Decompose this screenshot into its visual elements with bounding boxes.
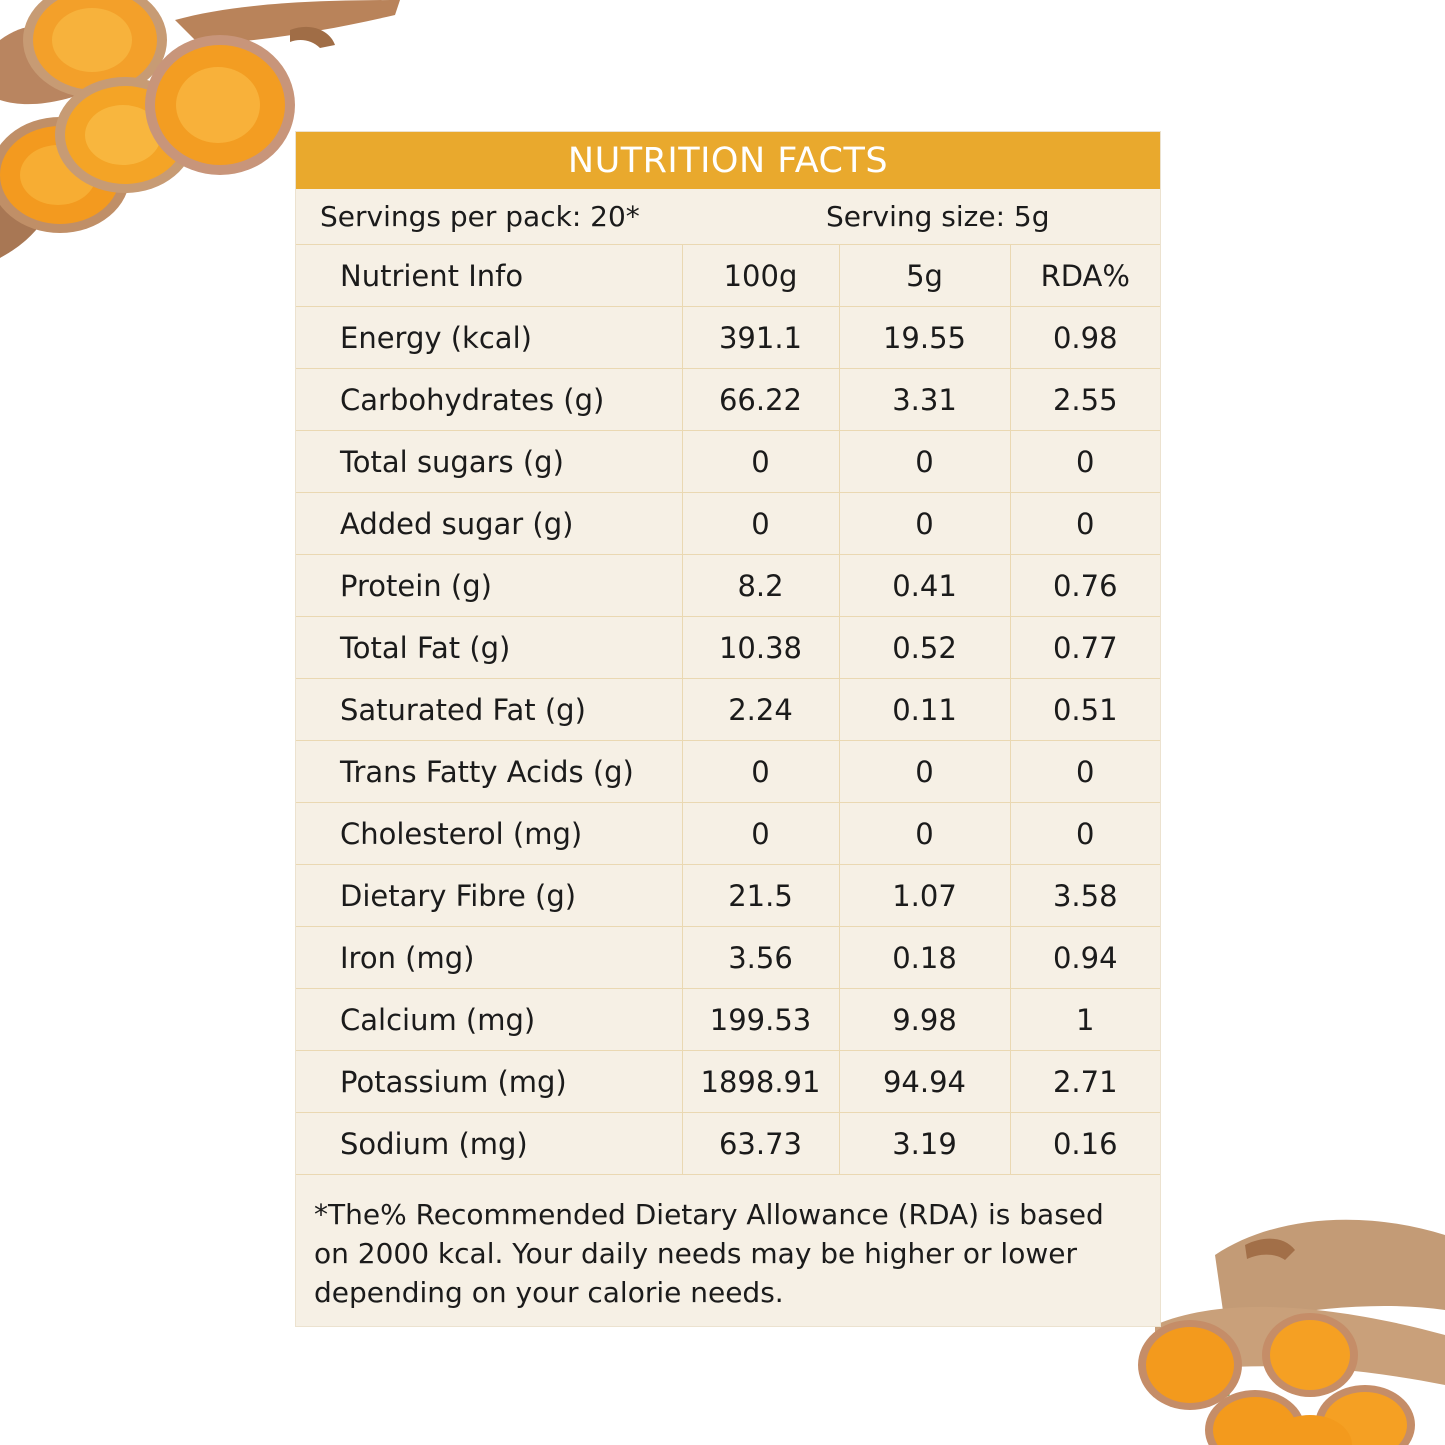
table-row: Calcium (mg) 199.53 9.98 1 — [296, 988, 1160, 1051]
value-per-5g: 1.07 — [839, 864, 1011, 927]
table-row: Trans Fatty Acids (g) 0 0 0 — [296, 740, 1160, 803]
value-per-5g: 0.41 — [839, 554, 1011, 617]
rda-percent: 2.55 — [1010, 368, 1160, 431]
value-per-100g: 0 — [682, 492, 840, 555]
table-row: Protein (g) 8.2 0.41 0.76 — [296, 554, 1160, 617]
nutrient-name: Iron (mg) — [296, 926, 683, 989]
nutrient-name: Potassium (mg) — [296, 1050, 683, 1113]
value-per-100g: 10.38 — [682, 616, 840, 679]
value-per-100g: 1898.91 — [682, 1050, 840, 1113]
value-per-5g: 9.98 — [839, 988, 1011, 1051]
table-row: Potassium (mg) 1898.91 94.94 2.71 — [296, 1050, 1160, 1113]
column-header-rda: RDA% — [1010, 245, 1160, 307]
nutrient-name: Trans Fatty Acids (g) — [296, 740, 683, 803]
rda-percent: 3.58 — [1010, 864, 1160, 927]
table-header-row: Nutrient Info 100g 5g RDA% — [296, 245, 1160, 307]
value-per-5g: 0.18 — [839, 926, 1011, 989]
serving-size: Serving size: 5g — [826, 200, 1050, 233]
nutrient-name: Total sugars (g) — [296, 430, 683, 493]
table-row: Saturated Fat (g) 2.24 0.11 0.51 — [296, 678, 1160, 741]
value-per-5g: 0 — [839, 430, 1011, 493]
table-row: Total sugars (g) 0 0 0 — [296, 430, 1160, 493]
value-per-5g: 0.52 — [839, 616, 1011, 679]
servings-per-pack: Servings per pack: 20* — [320, 200, 640, 233]
value-per-5g: 19.55 — [839, 306, 1011, 369]
panel-title: NUTRITION FACTS — [296, 132, 1160, 189]
nutrient-name: Calcium (mg) — [296, 988, 683, 1051]
nutrient-name: Saturated Fat (g) — [296, 678, 683, 741]
rda-percent: 0.51 — [1010, 678, 1160, 741]
value-per-5g: 3.19 — [839, 1112, 1011, 1175]
turmeric-slices-illustration — [0, 0, 400, 258]
rda-percent: 0.16 — [1010, 1112, 1160, 1175]
column-header-5g: 5g — [839, 245, 1011, 307]
value-per-100g: 63.73 — [682, 1112, 840, 1175]
table-row: Energy (kcal) 391.1 19.55 0.98 — [296, 306, 1160, 369]
rda-percent: 0 — [1010, 802, 1160, 865]
nutrient-name: Dietary Fibre (g) — [296, 864, 683, 927]
nutrient-name: Total Fat (g) — [296, 616, 683, 679]
column-header-nutrient: Nutrient Info — [296, 245, 683, 307]
table-row: Sodium (mg) 63.73 3.19 0.16 — [296, 1112, 1160, 1175]
table-row: Iron (mg) 3.56 0.18 0.94 — [296, 926, 1160, 989]
value-per-100g: 3.56 — [682, 926, 840, 989]
rda-percent: 0.98 — [1010, 306, 1160, 369]
servings-row: Servings per pack: 20* Serving size: 5g — [296, 189, 1160, 245]
table-row: Dietary Fibre (g) 21.5 1.07 3.58 — [296, 864, 1160, 927]
rda-percent: 0 — [1010, 740, 1160, 803]
rda-footnote: *The% Recommended Dietary Allowance (RDA… — [314, 1198, 1104, 1309]
value-per-5g: 0 — [839, 740, 1011, 803]
value-per-100g: 391.1 — [682, 306, 840, 369]
nutrient-name: Energy (kcal) — [296, 306, 683, 369]
value-per-100g: 8.2 — [682, 554, 840, 617]
value-per-100g: 0 — [682, 430, 840, 493]
rda-percent: 0 — [1010, 492, 1160, 555]
rda-percent: 0.76 — [1010, 554, 1160, 617]
value-per-100g: 2.24 — [682, 678, 840, 741]
value-per-100g: 0 — [682, 740, 840, 803]
nutrition-facts-panel: NUTRITION FACTS Servings per pack: 20* S… — [296, 132, 1160, 1326]
rda-percent: 1 — [1010, 988, 1160, 1051]
value-per-100g: 199.53 — [682, 988, 840, 1051]
nutrient-name: Protein (g) — [296, 554, 683, 617]
value-per-5g: 0.11 — [839, 678, 1011, 741]
value-per-100g: 0 — [682, 802, 840, 865]
column-header-100g: 100g — [682, 245, 840, 307]
value-per-100g: 21.5 — [682, 864, 840, 927]
nutrient-name: Carbohydrates (g) — [296, 368, 683, 431]
nutrient-name: Cholesterol (mg) — [296, 802, 683, 865]
rda-percent: 0.77 — [1010, 616, 1160, 679]
turmeric-roots-illustration — [1138, 1219, 1445, 1445]
table-row: Total Fat (g) 10.38 0.52 0.77 — [296, 616, 1160, 679]
nutrient-name: Sodium (mg) — [296, 1112, 683, 1175]
value-per-5g: 0 — [839, 492, 1011, 555]
table-row: Added sugar (g) 0 0 0 — [296, 492, 1160, 555]
value-per-5g: 0 — [839, 802, 1011, 865]
table-row: Carbohydrates (g) 66.22 3.31 2.55 — [296, 368, 1160, 431]
rda-percent: 0.94 — [1010, 926, 1160, 989]
nutrition-table: Nutrient Info 100g 5g RDA% Energy (kcal)… — [296, 245, 1160, 1175]
value-per-100g: 66.22 — [682, 368, 840, 431]
nutrient-name: Added sugar (g) — [296, 492, 683, 555]
value-per-5g: 94.94 — [839, 1050, 1011, 1113]
rda-percent: 0 — [1010, 430, 1160, 493]
rda-percent: 2.71 — [1010, 1050, 1160, 1113]
table-row: Cholesterol (mg) 0 0 0 — [296, 802, 1160, 865]
value-per-5g: 3.31 — [839, 368, 1011, 431]
